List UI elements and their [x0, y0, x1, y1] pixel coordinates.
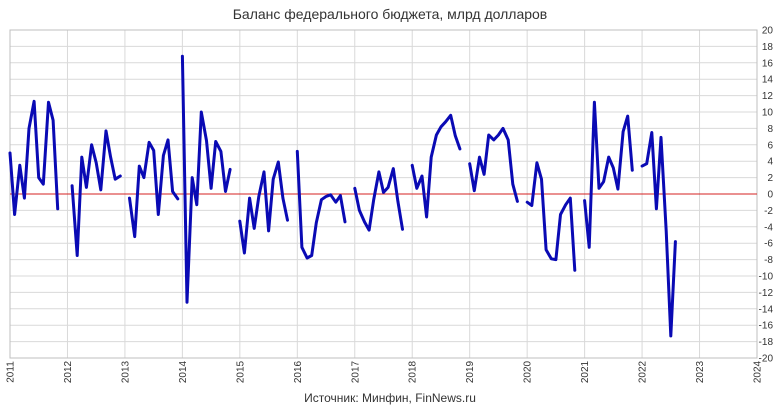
x-tick-label: 2017 — [350, 360, 361, 383]
y-tick-label: 10 — [762, 108, 774, 119]
series-line-segment — [128, 138, 180, 239]
series-line-segment — [640, 131, 677, 338]
series-line-segment — [468, 126, 519, 203]
y-tick-label: -2 — [764, 206, 773, 217]
x-axis-tick-labels: 2011 2012 2013 2014 2015 2016 2017 2018 2019 2020… — [6, 360, 764, 383]
series-line-segment — [525, 161, 577, 272]
x-tick-label: 2021 — [580, 360, 591, 383]
series-line-segment — [70, 129, 122, 257]
x-tick-label: 2012 — [63, 360, 74, 383]
series-line-segment — [583, 100, 634, 249]
series-line-segment — [8, 99, 60, 216]
x-tick-label: 2024 — [753, 360, 764, 383]
y-tick-label: 12 — [762, 91, 774, 102]
y-tick-label: -14 — [759, 304, 774, 315]
x-tick-label: 2015 — [235, 360, 246, 383]
y-tick-label: 14 — [762, 75, 774, 86]
y-tick-label: -16 — [759, 321, 774, 332]
x-tick-label: 2016 — [293, 360, 304, 383]
series-line-segment — [410, 113, 462, 219]
y-tick-label: 0 — [767, 190, 773, 201]
y-tick-label: 4 — [767, 157, 773, 168]
y-tick-label: -8 — [764, 255, 773, 266]
chart-title: Баланс федерального бюджета, млрд доллар… — [232, 6, 548, 22]
series-line-segment — [180, 54, 232, 304]
y-tick-label: 2 — [767, 173, 773, 184]
x-tick-label: 2020 — [523, 360, 534, 383]
x-tick-label: 2019 — [465, 360, 476, 383]
x-tick-label: 2014 — [178, 360, 189, 383]
x-tick-label: 2023 — [695, 360, 706, 383]
y-tick-label: 6 — [767, 140, 773, 151]
x-tick-label: 2022 — [638, 360, 649, 383]
y-tick-label: -10 — [759, 272, 774, 283]
x-tick-label: 2013 — [120, 360, 131, 383]
y-tick-label: -18 — [759, 337, 774, 348]
y-tick-label: -12 — [759, 288, 774, 299]
y-tick-label: -20 — [759, 354, 774, 365]
x-tick-label: 2011 — [6, 361, 17, 383]
y-axis-tick-labels: 20181614121086420-2-4-6-8-10-12-14-16-18… — [759, 26, 774, 365]
x-tick-label: 2018 — [408, 360, 419, 383]
series-line-segment — [238, 160, 289, 255]
y-tick-label: 18 — [762, 42, 774, 53]
y-tick-label: -6 — [764, 239, 773, 250]
y-tick-label: 8 — [767, 124, 773, 135]
y-tick-label: -4 — [764, 222, 773, 233]
series-line-segment — [295, 149, 347, 260]
chart-source-note: Источник: Минфин, FinNews.ru — [304, 391, 476, 405]
y-tick-label: 20 — [762, 26, 774, 37]
series-layer — [8, 54, 677, 338]
series-line-segment — [353, 167, 404, 232]
y-tick-label: 16 — [762, 58, 774, 69]
